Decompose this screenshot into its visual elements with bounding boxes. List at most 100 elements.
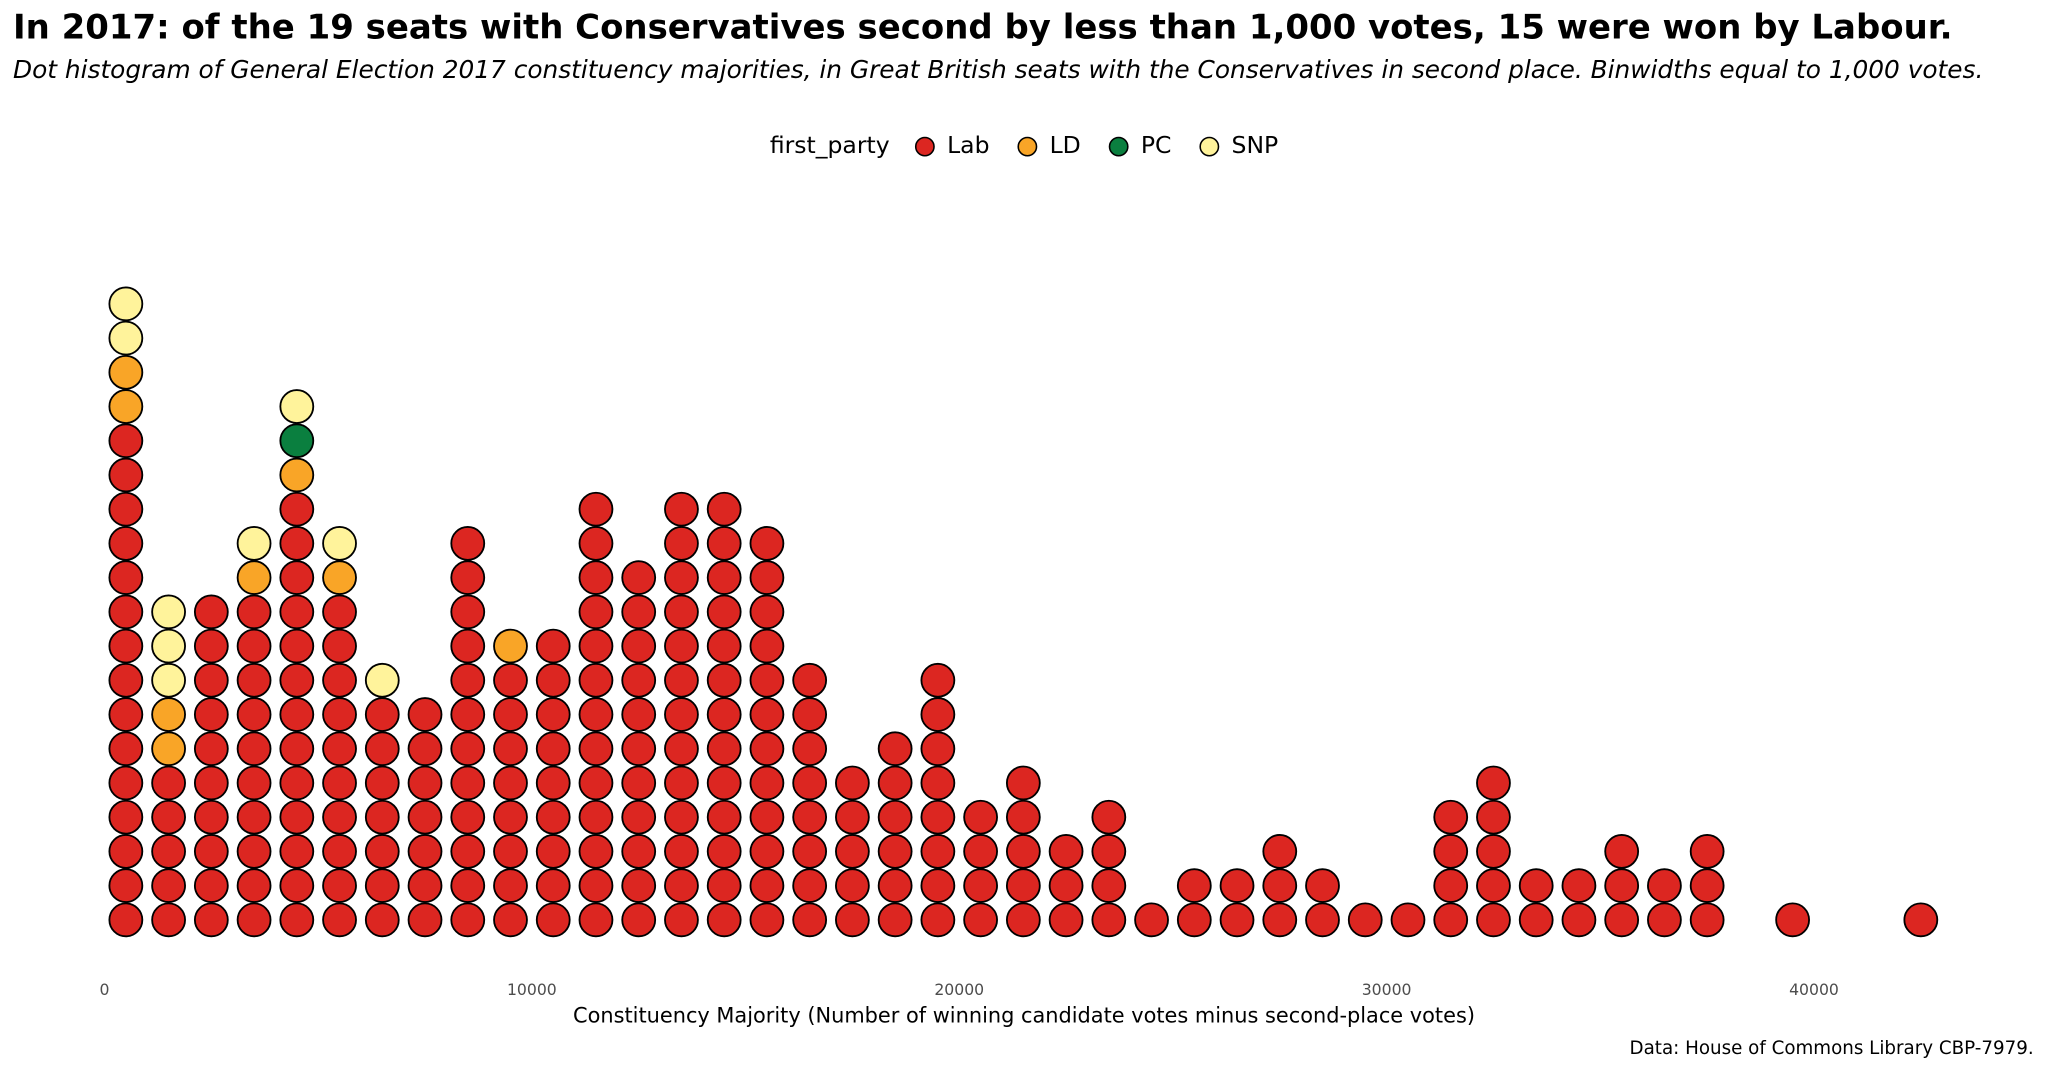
- dot: [1604, 868, 1640, 903]
- dot: [578, 628, 614, 664]
- dot: [1476, 834, 1511, 869]
- dot: [706, 765, 742, 801]
- dot: [1048, 902, 1084, 938]
- dot: [279, 765, 315, 801]
- dot: [151, 697, 186, 732]
- dot: [236, 834, 272, 869]
- dot: [193, 594, 229, 630]
- legend-label: Lab: [947, 131, 989, 159]
- dot: [535, 902, 571, 938]
- dot: [792, 868, 828, 903]
- dot: [920, 799, 956, 835]
- dot: [792, 799, 828, 835]
- x-axis-title: Constituency Majority (Number of winning…: [573, 1004, 1475, 1028]
- dot: [920, 662, 956, 698]
- dot: [1005, 868, 1041, 903]
- dot: [493, 902, 528, 938]
- dot: [450, 765, 486, 801]
- dot: [193, 697, 229, 732]
- dot: [706, 594, 742, 630]
- dot: [493, 662, 528, 698]
- dot: [1561, 902, 1597, 938]
- dot: [493, 765, 528, 801]
- dot: [1091, 868, 1127, 903]
- dot: [792, 731, 828, 767]
- dot: [1689, 868, 1725, 903]
- dot: [193, 868, 229, 903]
- dot: [193, 765, 229, 801]
- legend-marker: [914, 136, 935, 157]
- dot: [877, 799, 913, 835]
- dot: [322, 731, 357, 767]
- dot: [279, 457, 315, 493]
- dot: [621, 765, 657, 801]
- x-tick-label: 0: [100, 980, 110, 999]
- dot: [108, 286, 144, 322]
- dot: [322, 594, 357, 630]
- dot: [1176, 868, 1212, 903]
- dot: [151, 834, 186, 869]
- dot: [236, 560, 272, 596]
- caption: Data: House of Commons Library CBP-7979.: [1630, 1038, 2034, 1059]
- dot: [407, 731, 443, 767]
- dot: [1476, 902, 1511, 938]
- legend-marker: [1199, 136, 1220, 157]
- dot: [749, 697, 785, 732]
- dot: [407, 834, 443, 869]
- dot: [1689, 834, 1725, 869]
- dot: [279, 868, 315, 903]
- dot: [236, 765, 272, 801]
- dot: [1176, 902, 1212, 938]
- dot: [279, 423, 315, 459]
- dot: [749, 731, 785, 767]
- dot: [108, 457, 144, 493]
- dot: [749, 526, 785, 561]
- dot: [108, 526, 144, 561]
- dot: [108, 868, 144, 903]
- dot: [108, 560, 144, 596]
- dot: [621, 868, 657, 903]
- dot: [792, 662, 828, 698]
- dot: [835, 765, 870, 801]
- dot: [664, 662, 699, 698]
- dot: [877, 834, 913, 869]
- dot: [407, 799, 443, 835]
- dot: [792, 765, 828, 801]
- dot: [749, 662, 785, 698]
- dot: [578, 868, 614, 903]
- dot: [108, 491, 144, 527]
- dot: [108, 662, 144, 698]
- dot: [450, 697, 486, 732]
- dot: [706, 697, 742, 732]
- dot: [535, 834, 571, 869]
- dot: [1647, 868, 1682, 903]
- dot: [578, 526, 614, 561]
- dot: [1005, 902, 1041, 938]
- dot: [279, 697, 315, 732]
- dot: [450, 799, 486, 835]
- dot: [621, 594, 657, 630]
- dot: [792, 902, 828, 938]
- dot: [151, 868, 186, 903]
- dot: [1518, 868, 1554, 903]
- dot: [578, 594, 614, 630]
- dot: [151, 799, 186, 835]
- dot: [364, 697, 400, 732]
- dot: [1091, 902, 1127, 938]
- dot: [236, 868, 272, 903]
- dot: [1262, 834, 1298, 869]
- dot: [877, 731, 913, 767]
- dot: [963, 868, 998, 903]
- dot: [1048, 834, 1084, 869]
- legend: first_party Lab LD PC SNP: [770, 131, 1278, 159]
- dot: [364, 799, 400, 835]
- dot: [108, 628, 144, 664]
- dot: [963, 799, 998, 835]
- dot: [364, 731, 400, 767]
- dot: [450, 902, 486, 938]
- dot: [749, 799, 785, 835]
- dot: [1604, 902, 1640, 938]
- chart-subtitle: Dot histogram of General Election 2017 c…: [13, 55, 1983, 84]
- x-tick-label: 40000: [1789, 980, 1839, 999]
- dot: [706, 731, 742, 767]
